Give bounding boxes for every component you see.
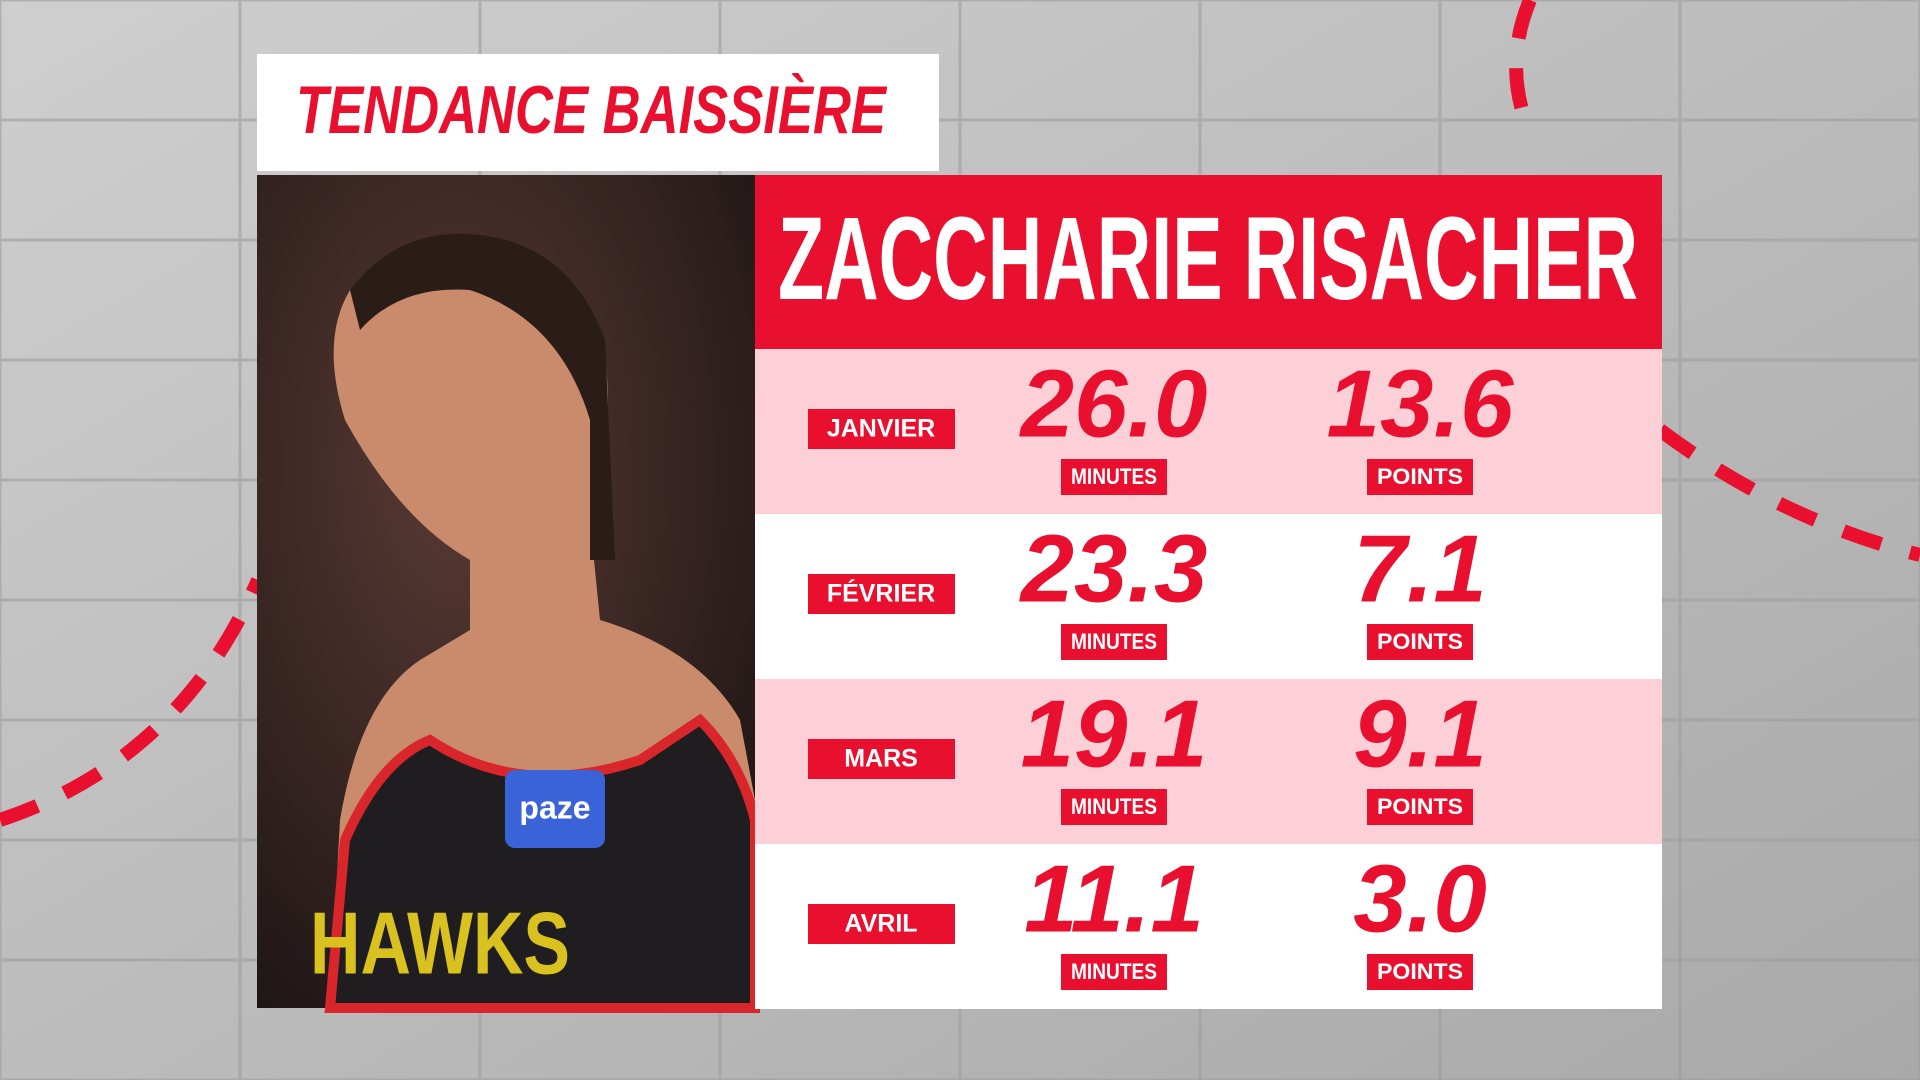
minutes-label: MINUTES [1071, 794, 1157, 819]
title: TENDANCE BAISSIÈRE [296, 72, 888, 148]
month-label: AVRIL [844, 910, 917, 938]
points-label-box [1367, 954, 1473, 990]
points-label: POINTS [1377, 464, 1463, 489]
court-arc [1655, 424, 1920, 562]
points-value: 9.1 [1353, 680, 1486, 787]
minutes-label-box [1061, 954, 1167, 990]
minutes-label: MINUTES [1071, 629, 1157, 654]
points-value: 13.6 [1327, 350, 1514, 457]
jersey-sponsor: paze [519, 789, 590, 825]
month-label: JANVIER [827, 415, 935, 443]
minutes-value: 19.1 [1021, 680, 1208, 787]
jersey-text: HAWKS [310, 893, 570, 992]
points-label: POINTS [1377, 959, 1463, 984]
points-label-box [1367, 459, 1473, 495]
minutes-value: 23.3 [1019, 515, 1208, 622]
court-arc [1509, 0, 1537, 123]
title-box [257, 54, 939, 171]
points-value: 3.0 [1353, 845, 1486, 952]
player-silhouette: paze HAWKS [310, 233, 760, 1013]
points-label: POINTS [1377, 629, 1463, 654]
player-name: ZACCHARIE RISACHER [778, 193, 1638, 325]
points-label-box [1367, 624, 1473, 660]
month-box [808, 409, 955, 449]
minutes-label: MINUTES [1071, 464, 1157, 489]
minutes-value: 11.1 [1024, 845, 1204, 952]
month-label: FÉVRIER [827, 579, 935, 608]
minutes-label: MINUTES [1071, 959, 1157, 984]
name-header [755, 175, 1662, 349]
points-label-box [1367, 789, 1473, 825]
minutes-label-box [1061, 459, 1167, 495]
minutes-label-box [1061, 624, 1167, 660]
month-label: MARS [844, 745, 918, 773]
month-box [808, 574, 955, 614]
court-arc [0, 577, 265, 827]
stats-table: JANVIER 26.0 MINUTES 13.6 POINTS FÉVRIER 23.3 M… [755, 349, 1662, 1009]
points-label: POINTS [1377, 794, 1463, 819]
minutes-label-box [1061, 789, 1167, 825]
month-box [808, 904, 955, 944]
minutes-value: 26.0 [1019, 350, 1208, 457]
month-box [808, 739, 955, 779]
points-value: 7.1 [1353, 515, 1486, 622]
